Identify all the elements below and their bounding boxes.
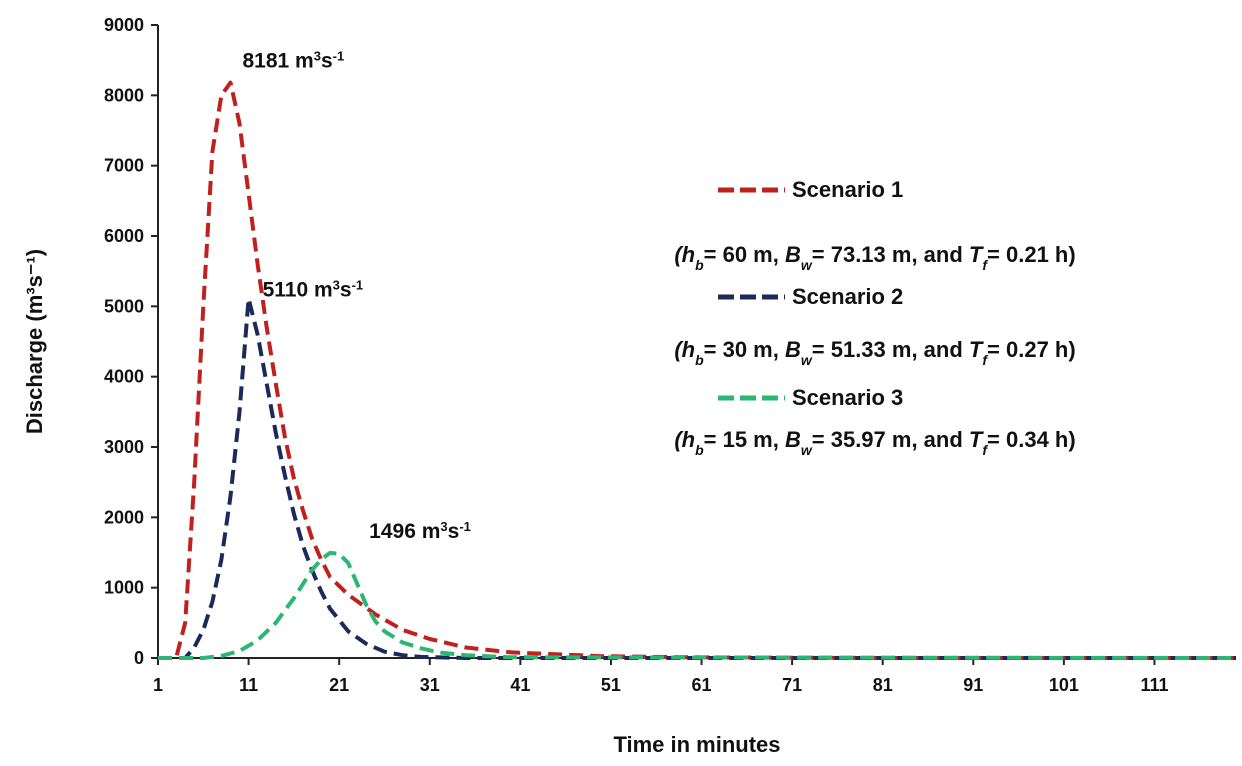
x-tick-label: 41 xyxy=(510,675,530,695)
x-tick-label: 81 xyxy=(873,675,893,695)
x-tick-label: 111 xyxy=(1140,675,1168,695)
y-tick-label: 7000 xyxy=(104,156,144,176)
peak-label: 5110 m3s-1 xyxy=(263,277,364,302)
x-tick-label: 21 xyxy=(329,675,349,695)
peak-annotations: 8181 m3s-1 5110 m3s-1 1496 m3s-1 xyxy=(242,48,470,543)
x-tick-label: 71 xyxy=(782,675,802,695)
legend-parameters-scenario-2: (hb= 30 m, Bw= 51.33 m, and Tf= 0.27 h) xyxy=(674,337,1075,368)
y-tick-label: 2000 xyxy=(104,507,144,527)
x-tick-label: 1 xyxy=(153,675,163,695)
y-axis-title: Discharge (m³s⁻¹) xyxy=(22,249,47,434)
series-line-scenario-2 xyxy=(158,296,1236,660)
peak-label: 1496 m3s-1 xyxy=(369,518,471,543)
x-tick-label: 51 xyxy=(601,675,621,695)
axis-titles: Time in minutes Discharge (m³s⁻¹) xyxy=(22,249,781,757)
x-tick-label: 31 xyxy=(420,675,440,695)
x-tick-label: 11 xyxy=(239,675,258,695)
y-tick-label: 1000 xyxy=(104,578,144,598)
x-tick-label: 61 xyxy=(692,675,712,695)
peak-label: 8181 m3s-1 xyxy=(242,48,344,73)
y-tick-label: 3000 xyxy=(104,437,144,457)
series-line-scenario-1 xyxy=(158,80,1236,660)
series-lines xyxy=(158,80,1237,660)
x-tick-label: 91 xyxy=(963,675,983,695)
legend-label-scenario-1: Scenario 1 xyxy=(792,177,903,202)
y-tick-label: 8000 xyxy=(104,85,144,105)
y-tick-label: 0 xyxy=(134,648,144,668)
y-tick-label: 4000 xyxy=(104,367,144,387)
legend: Scenario 1 (hb= 60 m, Bw= 73.13 m, and Tf… xyxy=(674,177,1075,458)
x-axis-title: Time in minutes xyxy=(613,732,780,757)
y-tick-label: 6000 xyxy=(104,226,144,246)
y-tick-label: 5000 xyxy=(104,296,144,316)
x-tick-label: 101 xyxy=(1049,675,1079,695)
y-tick-label: 9000 xyxy=(104,15,144,35)
legend-label-scenario-3: Scenario 3 xyxy=(792,385,903,410)
series-line-scenario-3 xyxy=(158,550,1237,660)
legend-label-scenario-2: Scenario 2 xyxy=(792,284,903,309)
legend-parameters-scenario-1: (hb= 60 m, Bw= 73.13 m, and Tf= 0.21 h) xyxy=(674,242,1075,273)
legend-parameters-scenario-3: (hb= 15 m, Bw= 35.97 m, and Tf= 0.34 h) xyxy=(674,427,1075,458)
